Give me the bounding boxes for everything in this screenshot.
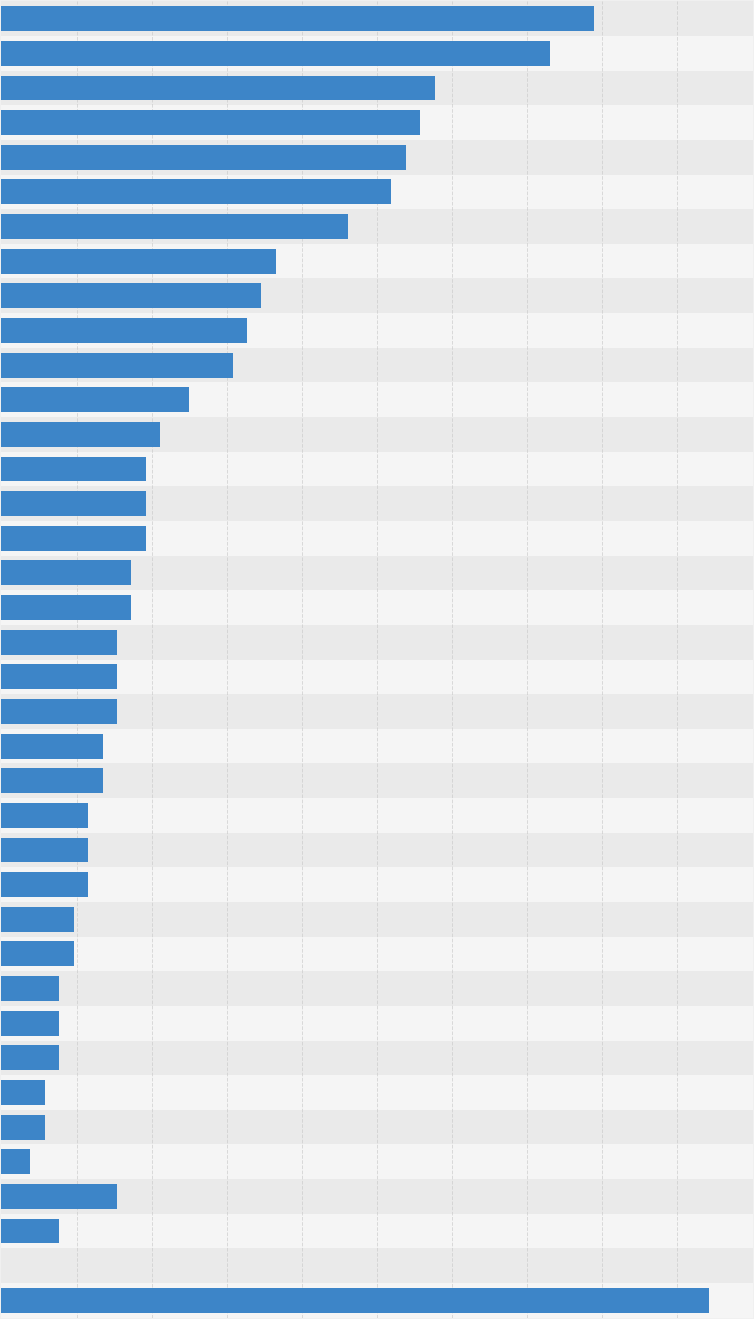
Bar — [2, 629, 117, 654]
Bar — [2, 111, 420, 135]
Bar — [2, 976, 59, 1001]
Bar — [2, 832, 752, 868]
Bar — [2, 1010, 59, 1035]
Bar — [2, 284, 262, 309]
Bar — [2, 729, 752, 764]
Bar — [2, 1109, 752, 1145]
Bar — [2, 1219, 59, 1244]
Bar — [2, 140, 752, 174]
Bar — [2, 174, 752, 210]
Bar — [2, 244, 752, 278]
Bar — [2, 278, 752, 313]
Bar — [2, 145, 406, 170]
Bar — [2, 561, 131, 586]
Bar — [2, 838, 88, 863]
Bar — [2, 313, 752, 348]
Bar — [2, 1213, 752, 1248]
Bar — [2, 1248, 752, 1283]
Bar — [2, 803, 88, 828]
Bar — [2, 36, 752, 71]
Bar — [2, 768, 103, 793]
Bar — [2, 798, 752, 832]
Bar — [2, 868, 752, 902]
Bar — [2, 214, 348, 239]
Bar — [2, 456, 146, 481]
Bar — [2, 451, 752, 487]
Bar — [2, 595, 131, 620]
Bar — [2, 1184, 117, 1208]
Bar — [2, 872, 88, 897]
Bar — [2, 555, 752, 590]
Bar — [2, 1115, 44, 1140]
Bar — [2, 7, 593, 32]
Bar — [2, 1179, 752, 1213]
Bar — [2, 699, 117, 724]
Bar — [2, 352, 232, 377]
Bar — [2, 1287, 710, 1312]
Bar — [2, 348, 752, 383]
Bar — [2, 318, 247, 343]
Bar — [2, 942, 74, 967]
Bar — [2, 1080, 44, 1105]
Bar — [2, 1, 752, 36]
Bar — [2, 1283, 752, 1318]
Bar — [2, 1046, 59, 1070]
Bar — [2, 71, 752, 106]
Bar — [2, 906, 74, 931]
Bar — [2, 936, 752, 971]
Bar — [2, 417, 752, 451]
Bar — [2, 249, 276, 273]
Bar — [2, 1149, 30, 1174]
Bar — [2, 75, 435, 100]
Bar — [2, 383, 752, 417]
Bar — [2, 487, 752, 521]
Bar — [2, 1006, 752, 1041]
Bar — [2, 491, 146, 516]
Bar — [2, 388, 189, 413]
Bar — [2, 106, 752, 140]
Bar — [2, 526, 146, 551]
Bar — [2, 625, 752, 660]
Bar — [2, 902, 752, 936]
Bar — [2, 1075, 752, 1109]
Bar — [2, 521, 752, 555]
Bar — [2, 1041, 752, 1075]
Bar — [2, 590, 752, 625]
Bar — [2, 41, 550, 66]
Bar — [2, 971, 752, 1006]
Bar — [2, 179, 391, 204]
Bar — [2, 764, 752, 798]
Bar — [2, 733, 103, 758]
Bar — [2, 210, 752, 244]
Bar — [2, 694, 752, 729]
Bar — [2, 660, 752, 694]
Bar — [2, 1145, 752, 1179]
Bar — [2, 422, 161, 447]
Bar — [2, 665, 117, 690]
